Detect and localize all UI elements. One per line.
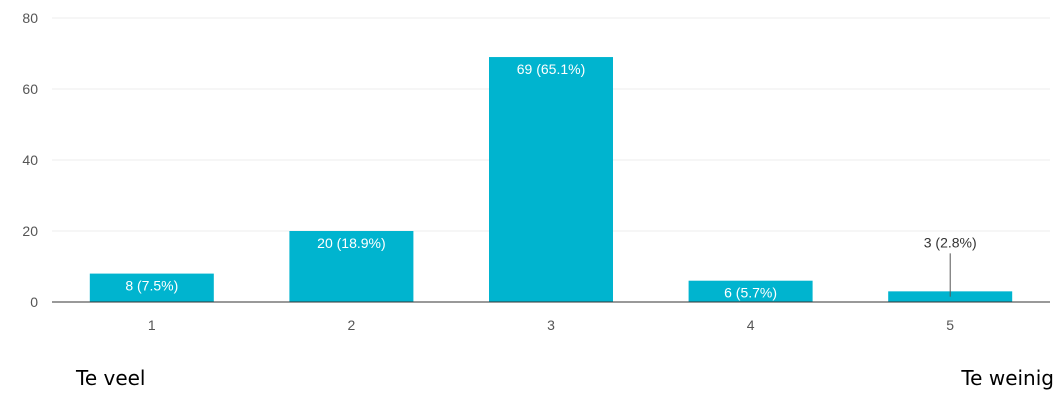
scale-low-label: Te veel bbox=[76, 366, 146, 390]
bar-chart: 0 20 40 60 80 8 (7.5%) 1 20 (18.9%) 2 69 (65.1%) 3… bbox=[22, 10, 1050, 333]
y-tick-label: 40 bbox=[22, 152, 38, 168]
bar-data-label: 20 (18.9%) bbox=[317, 235, 385, 251]
bar bbox=[89, 273, 214, 302]
x-tick-label: 3 bbox=[547, 317, 555, 333]
bar bbox=[688, 280, 813, 302]
bar bbox=[289, 231, 414, 302]
y-tick-label: 60 bbox=[22, 81, 38, 97]
x-tick-label: 1 bbox=[148, 317, 156, 333]
bar-data-label: 69 (65.1%) bbox=[517, 61, 585, 77]
bar-data-label: 8 (7.5%) bbox=[125, 278, 178, 294]
bar bbox=[489, 57, 613, 302]
y-tick-label: 20 bbox=[22, 223, 38, 239]
y-tick-label: 0 bbox=[30, 294, 38, 310]
bar-data-label: 6 (5.7%) bbox=[724, 285, 777, 301]
bar-data-label: 3 (2.8%) bbox=[924, 234, 977, 250]
x-tick-label: 4 bbox=[747, 317, 755, 333]
y-tick-label: 80 bbox=[22, 10, 38, 26]
x-tick-label: 5 bbox=[946, 317, 954, 333]
x-tick-label: 2 bbox=[348, 317, 356, 333]
scale-high-label: Te weinig bbox=[961, 366, 1054, 390]
